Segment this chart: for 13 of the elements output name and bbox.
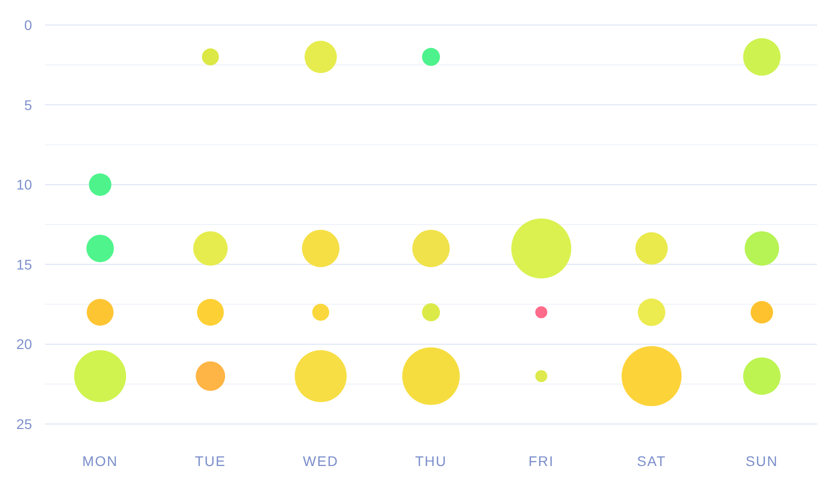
y-tick-label: 20 xyxy=(16,336,32,352)
y-tick-label: 25 xyxy=(16,416,32,432)
x-tick-label: TUE xyxy=(194,453,226,469)
y-tick-label: 15 xyxy=(16,256,32,272)
x-tick-label: THU xyxy=(415,453,447,469)
x-tick-label: SAT xyxy=(636,453,666,469)
x-tick-label: MON xyxy=(82,453,118,469)
x-tick-label: SUN xyxy=(746,453,778,469)
y-tick-label: 5 xyxy=(24,96,32,113)
x-tick-label: FRI xyxy=(528,453,554,469)
y-tick-label: 0 xyxy=(24,17,32,33)
y-tick-label: 10 xyxy=(16,176,32,193)
x-tick-label: WED xyxy=(302,453,339,469)
